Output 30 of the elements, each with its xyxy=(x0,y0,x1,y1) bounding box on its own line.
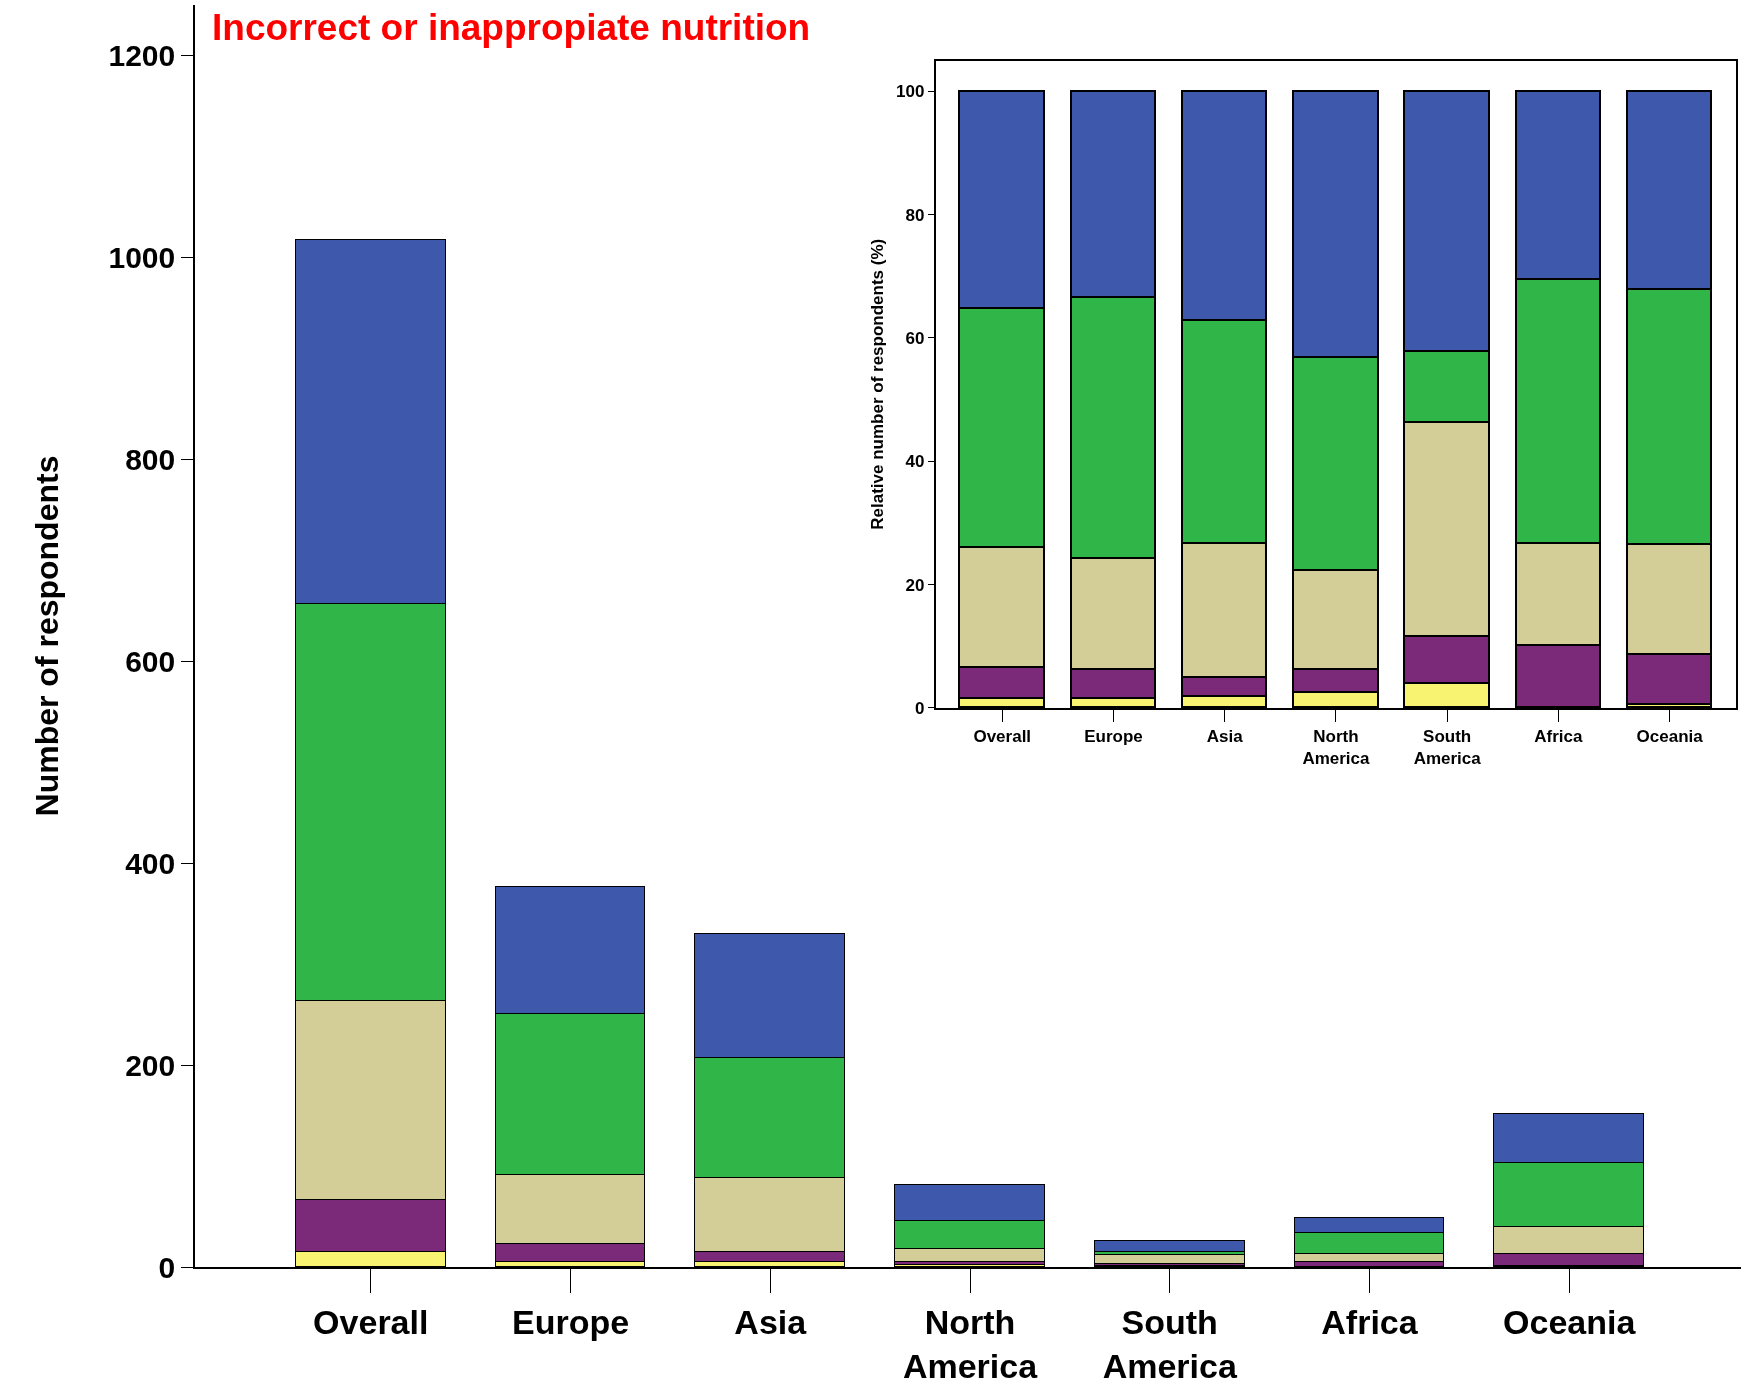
x-tick-label: Asia xyxy=(734,1302,808,1341)
y-tick-label: 100 xyxy=(896,82,925,102)
y-tick-label: 0 xyxy=(158,1250,176,1284)
x-tick-label: North America xyxy=(902,1302,1039,1385)
x-tick-label: Europe xyxy=(1084,727,1143,747)
y-axis-title: Number of respondents xyxy=(29,455,66,817)
y-tick-label: 40 xyxy=(905,452,925,472)
x-tick-label: Africa xyxy=(1534,727,1584,747)
x-tick-label: Oceania xyxy=(1503,1302,1637,1341)
x-tick-label: Asia xyxy=(1206,727,1244,747)
x-tick-label: Overall xyxy=(313,1302,429,1341)
chart-title: Incorrect or inappropiate nutrition xyxy=(212,7,811,48)
y-axis-title: Relative number of respondents (%) xyxy=(868,238,888,530)
x-tick-label: Overall xyxy=(973,727,1032,747)
x-tick-label: Europe xyxy=(511,1302,630,1341)
y-tick-label: 80 xyxy=(905,205,925,225)
y-tick-label: 800 xyxy=(125,442,176,476)
y-tick-label: 1200 xyxy=(108,38,176,72)
y-tick-label: 600 xyxy=(125,644,176,678)
x-tick-label: South America xyxy=(1413,727,1482,769)
x-tick-label: Oceania xyxy=(1636,727,1704,747)
y-tick-label: 400 xyxy=(125,846,176,880)
x-tick-label: North America xyxy=(1302,727,1371,769)
y-tick-label: 200 xyxy=(125,1048,176,1082)
y-tick-label: 60 xyxy=(905,328,925,348)
y-tick-label: 20 xyxy=(905,575,925,595)
x-tick-label: Africa xyxy=(1321,1302,1419,1341)
x-tick-label: South America xyxy=(1102,1302,1238,1385)
y-tick-label: 1000 xyxy=(108,240,176,274)
y-tick-label: 0 xyxy=(914,698,925,718)
